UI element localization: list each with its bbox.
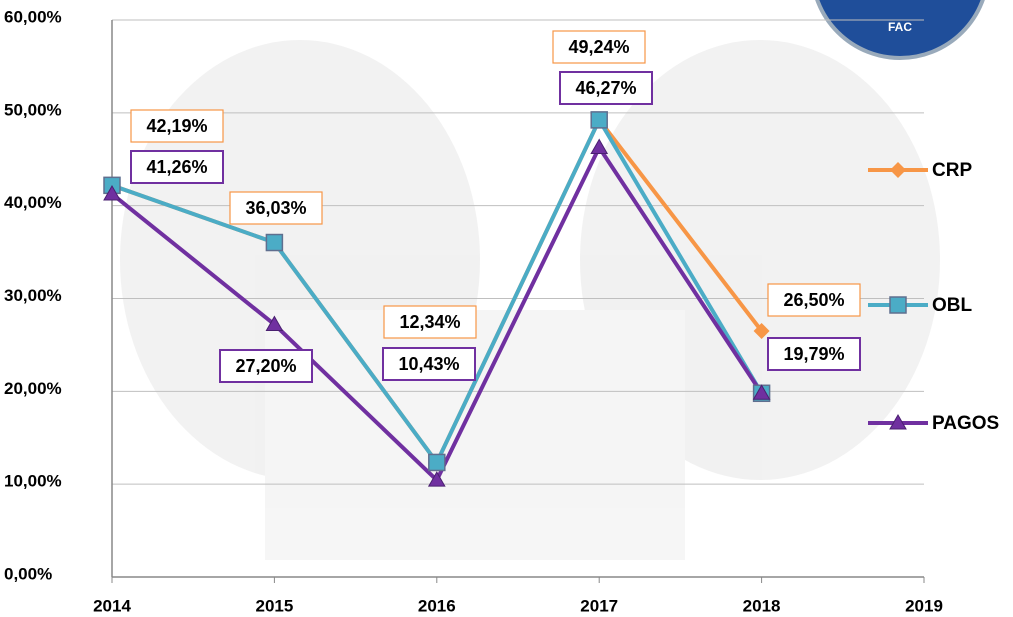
legend-marker — [890, 162, 906, 178]
value-label: 49,24% — [568, 37, 629, 57]
value-label: 26,50% — [783, 290, 844, 310]
x-tick-label: 2014 — [93, 596, 131, 615]
legend-label: CRP — [932, 160, 972, 181]
value-label-box — [382, 347, 476, 381]
x-tick-label: 2016 — [418, 596, 456, 615]
value-label-box — [767, 283, 861, 317]
value-label-box — [130, 150, 224, 184]
x-tick-label: 2017 — [580, 596, 618, 615]
marker — [753, 322, 770, 339]
legend-label: PAGOS — [932, 413, 999, 434]
value-label: 36,03% — [245, 198, 306, 218]
y-tick-label: 10,00% — [4, 472, 62, 491]
marker — [590, 111, 608, 129]
marker — [590, 138, 609, 154]
value-label: 19,79% — [783, 344, 844, 364]
y-tick-label: 50,00% — [4, 100, 62, 119]
y-tick-label: 20,00% — [4, 379, 62, 398]
logo: FAC — [815, 0, 985, 60]
x-tick-label: 2018 — [743, 596, 781, 615]
legend-marker — [889, 296, 907, 314]
marker — [265, 233, 284, 252]
value-label: 27,20% — [235, 356, 296, 376]
marker — [752, 384, 771, 400]
marker — [103, 184, 121, 201]
y-tick-label: 60,00% — [4, 7, 62, 26]
marker — [265, 315, 284, 331]
x-tick-label: 2015 — [255, 596, 293, 615]
legend-label: OBL — [932, 295, 973, 316]
y-tick-label: 0,00% — [4, 564, 52, 583]
value-label: 42,19% — [146, 116, 207, 136]
value-label-box — [559, 71, 653, 105]
value-label: 41,26% — [146, 157, 207, 177]
value-label-box — [767, 337, 861, 371]
legend-marker — [889, 413, 907, 430]
y-tick-label: 40,00% — [4, 193, 62, 212]
x-tick-label: 2019 — [905, 596, 943, 615]
marker — [427, 471, 446, 487]
value-label-box — [219, 349, 313, 383]
marker — [428, 453, 446, 472]
value-label: 10,43% — [398, 354, 459, 374]
value-label-box — [552, 30, 646, 64]
logo-text: FAC — [888, 20, 912, 34]
value-label-box — [130, 109, 224, 143]
value-label: 46,27% — [575, 78, 636, 98]
value-label-box — [383, 305, 477, 339]
value-label: 12,34% — [399, 312, 460, 332]
y-tick-label: 30,00% — [4, 286, 62, 305]
value-label-box — [229, 191, 323, 225]
